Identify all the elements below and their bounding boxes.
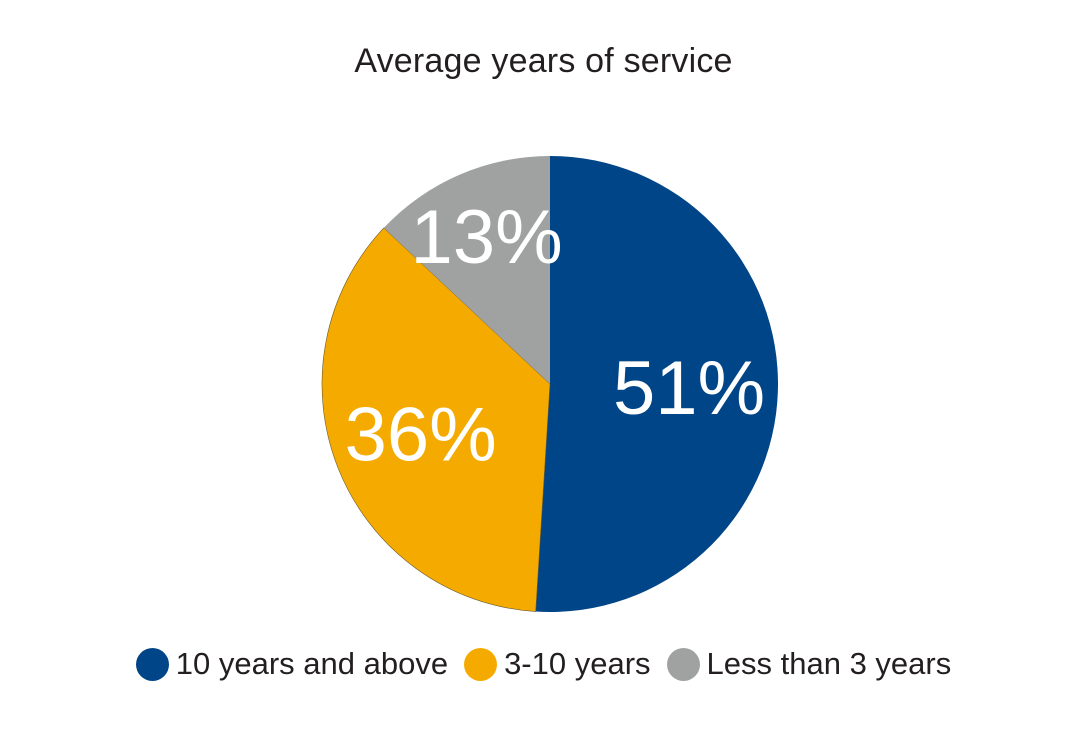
- legend-label-10-years-and-above: 10 years and above: [175, 646, 449, 681]
- slice-label-10-years-and-above: 51%: [613, 346, 765, 431]
- legend-label-less-than-3-years: Less than 3 years: [706, 646, 952, 681]
- legend-label-3-10-years: 3-10 years: [504, 646, 651, 681]
- legend-swatch-less-than-3-years: [666, 647, 700, 681]
- slice-label-less-than-3-years: 13%: [411, 195, 563, 280]
- pie-slice-3-10-years: [321, 227, 551, 612]
- pie-slice-10-years-and-above: [535, 156, 778, 612]
- chart-title: Average years of service: [354, 42, 733, 80]
- legend-swatch-10-years-and-above: [135, 647, 169, 681]
- legend: 10 years and above 3-10 years Less than …: [0, 646, 1087, 682]
- slice-label-3-10-years: 36%: [345, 393, 497, 478]
- legend-item-less-than-3-years: Less than 3 years: [666, 646, 952, 682]
- legend-swatch-3-10-years: [464, 647, 498, 681]
- legend-item-3-10-years: 3-10 years: [464, 646, 651, 682]
- legend-item-10-years-and-above: 10 years and above: [135, 646, 449, 682]
- pie-slice-less-than-3-years: [383, 156, 550, 384]
